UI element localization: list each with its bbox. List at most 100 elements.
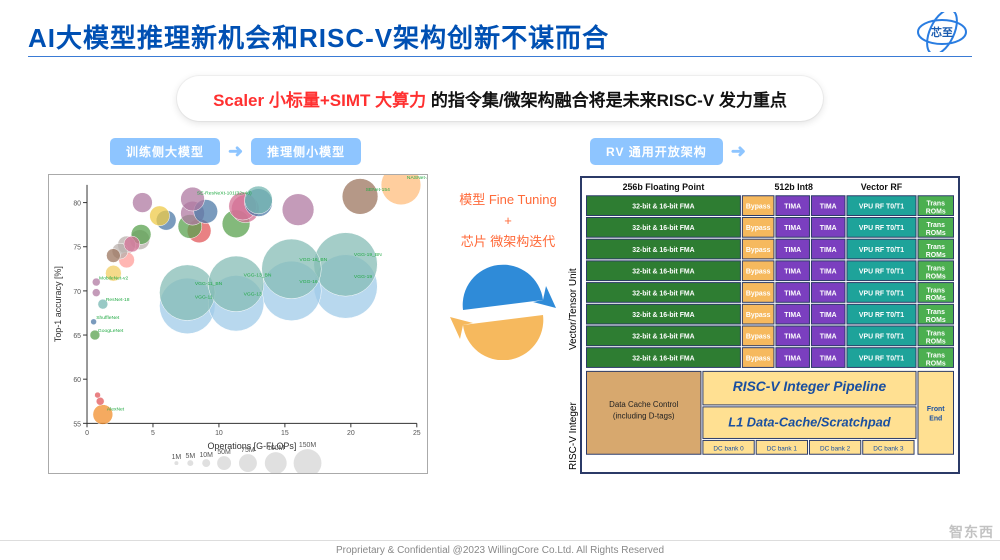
tag-infer: 推理侧小模型 bbox=[251, 138, 361, 165]
svg-text:32-bit & 16-bit FMA: 32-bit & 16-bit FMA bbox=[632, 247, 694, 254]
arch-diagram: 256b Floating Point512b Int8Vector RF32-… bbox=[580, 176, 960, 474]
svg-text:TIMA: TIMA bbox=[784, 269, 801, 276]
svg-text:Trans: Trans bbox=[927, 309, 946, 316]
svg-text:0: 0 bbox=[85, 430, 89, 437]
svg-text:VGG-13_BN: VGG-13_BN bbox=[244, 272, 272, 278]
page-title: AI大模型推理新机会和RISC-V架构创新不谋而合 bbox=[28, 18, 972, 55]
svg-text:MobileNet-v2: MobileNet-v2 bbox=[99, 275, 128, 281]
svg-text:256b Floating Point: 256b Floating Point bbox=[623, 182, 705, 192]
svg-text:DC bank 1: DC bank 1 bbox=[767, 445, 798, 452]
svg-text:(including D-tags): (including D-tags) bbox=[613, 412, 675, 421]
svg-text:TIMA: TIMA bbox=[784, 203, 801, 210]
svg-text:ROMs: ROMs bbox=[926, 273, 946, 280]
svg-text:25: 25 bbox=[413, 430, 421, 437]
svg-text:ROMs: ROMs bbox=[926, 339, 946, 346]
logo: 芯至 bbox=[912, 12, 972, 52]
svg-text:VPU RF T0/T1: VPU RF T0/T1 bbox=[859, 290, 904, 297]
svg-text:Trans: Trans bbox=[927, 331, 946, 338]
tag-train: 训练侧大模型 bbox=[110, 138, 220, 165]
watermark: 智东西 bbox=[949, 522, 994, 542]
svg-text:ShuffleNet: ShuffleNet bbox=[96, 315, 120, 321]
slide: AI大模型推理新机会和RISC-V架构创新不谋而合 芯至 Scaler 小标量+… bbox=[0, 0, 1000, 560]
svg-text:5: 5 bbox=[151, 430, 155, 437]
riscv-int-label: RISC-V Integer bbox=[568, 390, 579, 470]
svg-text:TIMA: TIMA bbox=[820, 269, 837, 276]
divider bbox=[28, 56, 972, 57]
header: AI大模型推理新机会和RISC-V架构创新不谋而合 bbox=[28, 18, 972, 55]
svg-text:1M: 1M bbox=[172, 454, 182, 461]
svg-text:VPU RF T0/T1: VPU RF T0/T1 bbox=[859, 247, 904, 254]
svg-text:70: 70 bbox=[73, 289, 81, 296]
svg-text:32-bit & 16-bit FMA: 32-bit & 16-bit FMA bbox=[632, 225, 694, 232]
svg-text:TIMA: TIMA bbox=[784, 247, 801, 254]
svg-text:TIMA: TIMA bbox=[820, 290, 837, 297]
svg-text:75: 75 bbox=[73, 245, 81, 252]
svg-text:50M: 50M bbox=[217, 449, 231, 456]
svg-text:Trans: Trans bbox=[927, 287, 946, 294]
svg-text:60: 60 bbox=[73, 377, 81, 384]
svg-text:VPU RF T0/T1: VPU RF T0/T1 bbox=[859, 269, 904, 276]
svg-text:VGG-16: VGG-16 bbox=[299, 279, 317, 285]
svg-text:VGG-19: VGG-19 bbox=[354, 274, 372, 280]
svg-text:TIMA: TIMA bbox=[784, 290, 801, 297]
svg-text:Bypass: Bypass bbox=[746, 225, 771, 232]
svg-text:DC bank 0: DC bank 0 bbox=[713, 445, 744, 452]
svg-text:VPU RF T0/T1: VPU RF T0/T1 bbox=[859, 312, 904, 319]
svg-text:VPU RF T0/T1: VPU RF T0/T1 bbox=[859, 334, 904, 341]
svg-text:32-bit & 16-bit FMA: 32-bit & 16-bit FMA bbox=[632, 203, 694, 210]
svg-text:Bypass: Bypass bbox=[746, 203, 771, 210]
svg-text:100M: 100M bbox=[267, 445, 285, 452]
subtitle-pill: Scaler 小标量+SIMT 大算力 的指令集/微架构融合将是未来RISC-V… bbox=[0, 76, 1000, 121]
svg-text:GoogLeNet: GoogLeNet bbox=[98, 328, 124, 334]
svg-text:75M: 75M bbox=[241, 447, 255, 454]
svg-text:512b Int8: 512b Int8 bbox=[774, 182, 812, 192]
svg-text:TIMA: TIMA bbox=[784, 355, 801, 362]
svg-text:TIMA: TIMA bbox=[784, 312, 801, 319]
svg-text:Trans: Trans bbox=[927, 352, 946, 359]
svg-text:32-bit & 16-bit FMA: 32-bit & 16-bit FMA bbox=[632, 355, 694, 362]
svg-text:TIMA: TIMA bbox=[784, 225, 801, 232]
svg-text:VGG-13: VGG-13 bbox=[244, 292, 262, 298]
bubble-chart: 0510152025556065707580Operations [G-FLOP… bbox=[48, 174, 428, 474]
svg-text:End: End bbox=[929, 416, 942, 423]
svg-text:5M: 5M bbox=[185, 453, 195, 460]
svg-text:Trans: Trans bbox=[927, 266, 946, 273]
svg-text:32-bit & 16-bit FMA: 32-bit & 16-bit FMA bbox=[632, 334, 694, 341]
svg-text:TIMA: TIMA bbox=[820, 225, 837, 232]
svg-text:TIMA: TIMA bbox=[820, 247, 837, 254]
mid-plus: + bbox=[438, 211, 578, 232]
svg-text:VPU RF T0/T1: VPU RF T0/T1 bbox=[859, 355, 904, 362]
subtitle-red2: SIMT 大算力 bbox=[330, 91, 431, 110]
vt-unit-label: Vector/Tensor Unit bbox=[568, 230, 579, 350]
svg-text:Bypass: Bypass bbox=[746, 312, 771, 319]
svg-text:Top-1 accuracy [%]: Top-1 accuracy [%] bbox=[53, 266, 63, 342]
svg-text:AlexNet: AlexNet bbox=[107, 407, 125, 413]
svg-text:Front: Front bbox=[927, 406, 945, 413]
svg-text:Data Cache Control: Data Cache Control bbox=[609, 400, 678, 409]
mid-line2: 芯片 微架构迭代 bbox=[438, 232, 578, 253]
svg-text:VPU RF T0/T1: VPU RF T0/T1 bbox=[859, 203, 904, 210]
svg-text:DC bank 3: DC bank 3 bbox=[873, 445, 904, 452]
logo-text: 芯至 bbox=[931, 25, 953, 39]
svg-text:TIMA: TIMA bbox=[820, 355, 837, 362]
svg-text:Bypass: Bypass bbox=[746, 290, 771, 297]
mid-line1: 模型 Fine Tuning bbox=[438, 190, 578, 211]
svg-text:32-bit & 16-bit FMA: 32-bit & 16-bit FMA bbox=[632, 312, 694, 319]
middle-text: 模型 Fine Tuning + 芯片 微架构迭代 bbox=[438, 190, 578, 252]
subtitle-red1: Scaler 小标量 bbox=[213, 91, 320, 110]
svg-text:10M: 10M bbox=[199, 452, 213, 459]
svg-text:15: 15 bbox=[281, 430, 289, 437]
svg-text:10: 10 bbox=[215, 430, 223, 437]
svg-text:65: 65 bbox=[73, 333, 81, 340]
svg-text:VGG-11: VGG-11 bbox=[195, 294, 213, 300]
svg-text:DC bank 2: DC bank 2 bbox=[820, 445, 851, 452]
footer: Proprietary & Confidential @2023 Willing… bbox=[0, 540, 1000, 560]
svg-text:32-bit & 16-bit FMA: 32-bit & 16-bit FMA bbox=[632, 269, 694, 276]
svg-text:ROMs: ROMs bbox=[926, 230, 946, 237]
svg-text:NASNet-A-Large: NASNet-A-Large bbox=[407, 175, 427, 181]
svg-text:L1 Data-Cache/Scratchpad: L1 Data-Cache/Scratchpad bbox=[728, 415, 892, 430]
svg-text:Trans: Trans bbox=[927, 244, 946, 251]
svg-text:ROMs: ROMs bbox=[926, 208, 946, 215]
svg-text:Bypass: Bypass bbox=[746, 247, 771, 254]
svg-text:Bypass: Bypass bbox=[746, 355, 771, 362]
